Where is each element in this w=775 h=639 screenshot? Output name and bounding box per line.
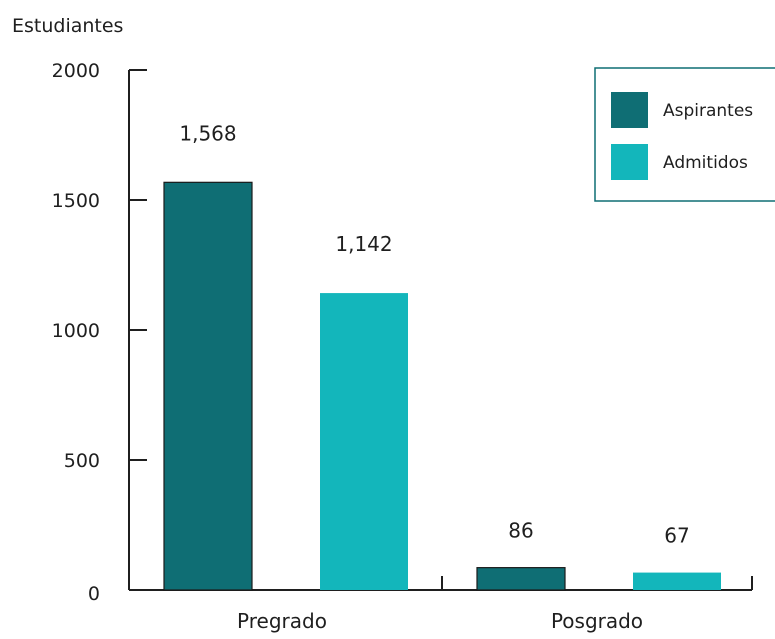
bar — [320, 293, 408, 590]
y-tick-label: 1500 — [52, 190, 100, 212]
bar — [633, 573, 721, 590]
y-tick-label: 500 — [64, 450, 100, 472]
bars: 1,568 86 1,142 67 — [164, 121, 721, 590]
legend-box — [595, 68, 775, 201]
y-axis-label: Estudiantes — [12, 15, 123, 37]
data-label: 67 — [664, 524, 689, 548]
y-tick-label: 1000 — [52, 320, 100, 342]
data-label: 1,142 — [335, 232, 392, 256]
bar — [164, 182, 252, 590]
x-tick-label: Pregrado — [237, 609, 327, 633]
y-axis-ticks: 0 500 1000 1500 2000 — [52, 60, 147, 605]
legend-swatch — [611, 144, 648, 180]
legend-label: Admitidos — [663, 153, 748, 173]
y-tick-label: 0 — [88, 583, 100, 605]
data-label: 1,568 — [179, 121, 236, 145]
bar — [477, 568, 565, 590]
x-tick-label: Posgrado — [551, 609, 643, 633]
legend-swatch — [611, 92, 648, 128]
y-tick-label: 2000 — [52, 60, 100, 82]
legend: Aspirantes Admitidos — [595, 68, 775, 201]
x-axis-labels: Pregrado Posgrado — [237, 609, 643, 633]
legend-label: Aspirantes — [663, 101, 753, 121]
data-label: 86 — [508, 519, 533, 543]
